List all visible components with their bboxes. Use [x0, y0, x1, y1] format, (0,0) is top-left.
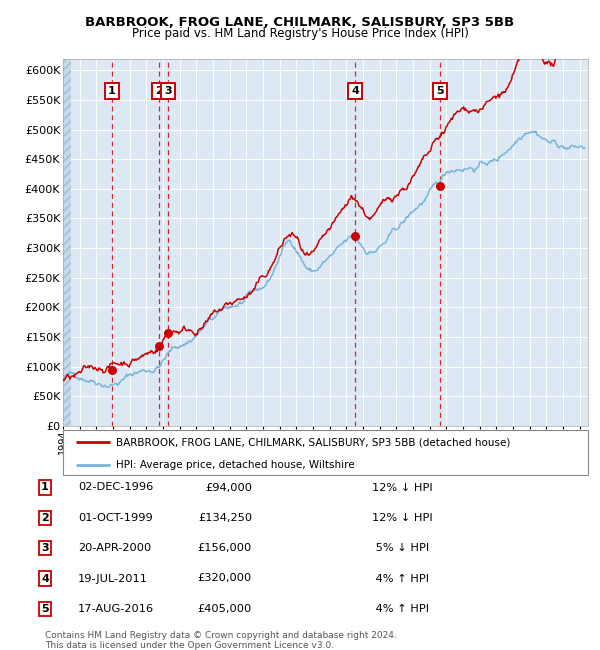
- Text: This data is licensed under the Open Government Licence v3.0.: This data is licensed under the Open Gov…: [45, 641, 334, 650]
- Text: BARBROOK, FROG LANE, CHILMARK, SALISBURY, SP3 5BB: BARBROOK, FROG LANE, CHILMARK, SALISBURY…: [85, 16, 515, 29]
- Text: 4: 4: [352, 86, 359, 96]
- Text: 5% ↓ HPI: 5% ↓ HPI: [372, 543, 429, 553]
- Text: 5: 5: [41, 604, 49, 614]
- Text: 19-JUL-2011: 19-JUL-2011: [78, 573, 148, 584]
- Text: 1: 1: [41, 482, 49, 493]
- Text: £405,000: £405,000: [198, 604, 252, 614]
- FancyBboxPatch shape: [63, 430, 588, 474]
- Text: 12% ↓ HPI: 12% ↓ HPI: [372, 482, 433, 493]
- Text: 17-AUG-2016: 17-AUG-2016: [78, 604, 154, 614]
- Text: BARBROOK, FROG LANE, CHILMARK, SALISBURY, SP3 5BB (detached house): BARBROOK, FROG LANE, CHILMARK, SALISBURY…: [115, 437, 510, 447]
- Text: Price paid vs. HM Land Registry's House Price Index (HPI): Price paid vs. HM Land Registry's House …: [131, 27, 469, 40]
- Text: 4% ↑ HPI: 4% ↑ HPI: [372, 573, 429, 584]
- Text: 2: 2: [41, 513, 49, 523]
- Text: £94,000: £94,000: [205, 482, 252, 493]
- Text: £320,000: £320,000: [198, 573, 252, 584]
- Text: 01-OCT-1999: 01-OCT-1999: [78, 513, 153, 523]
- Text: 4% ↑ HPI: 4% ↑ HPI: [372, 604, 429, 614]
- Text: 02-DEC-1996: 02-DEC-1996: [78, 482, 153, 493]
- Text: 12% ↓ HPI: 12% ↓ HPI: [372, 513, 433, 523]
- Text: 2: 2: [155, 86, 163, 96]
- Text: HPI: Average price, detached house, Wiltshire: HPI: Average price, detached house, Wilt…: [115, 460, 354, 470]
- Text: £156,000: £156,000: [198, 543, 252, 553]
- Text: 3: 3: [164, 86, 172, 96]
- Text: £134,250: £134,250: [198, 513, 252, 523]
- Text: 3: 3: [41, 543, 49, 553]
- Bar: [63, 58, 71, 426]
- Text: 1: 1: [108, 86, 116, 96]
- Text: Contains HM Land Registry data © Crown copyright and database right 2024.: Contains HM Land Registry data © Crown c…: [45, 631, 397, 640]
- Text: 20-APR-2000: 20-APR-2000: [78, 543, 151, 553]
- Text: 5: 5: [436, 86, 444, 96]
- Text: 4: 4: [41, 573, 49, 584]
